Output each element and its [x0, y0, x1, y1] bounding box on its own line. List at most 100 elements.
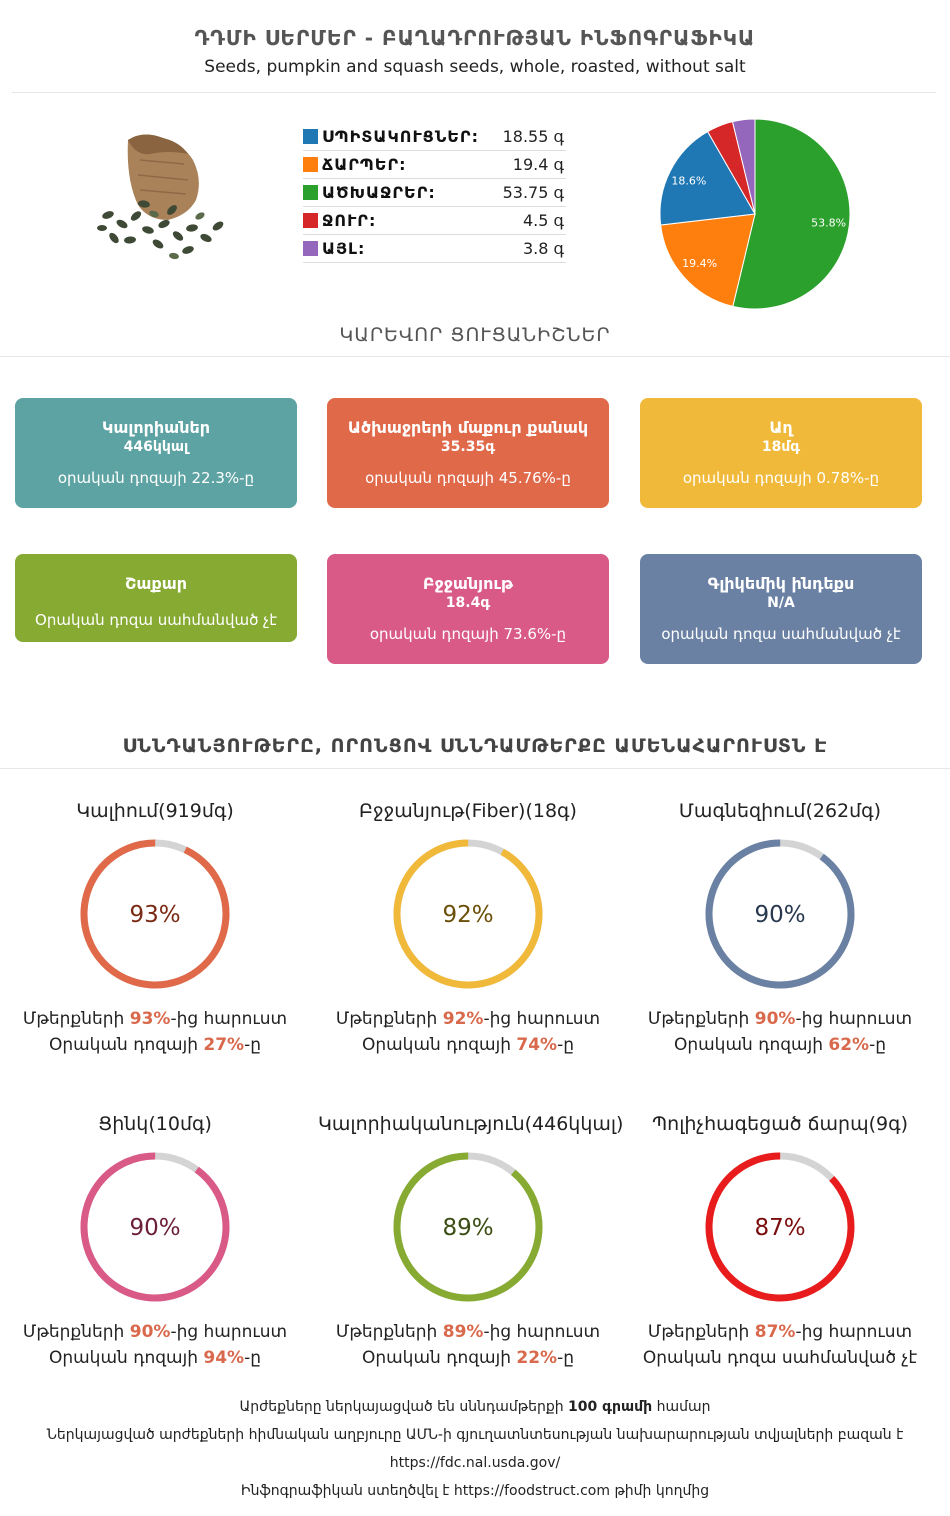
legend-swatch [303, 157, 318, 172]
rank-text: Մթերքների [647, 1322, 755, 1342]
nutrient-ring-block: Կալիում(919մգ) 93% Մթերքների 93%-ից հարուս… [5, 800, 305, 1058]
composition-label: ՋՈՒՐ: [322, 211, 377, 230]
footer-text: համար [652, 1399, 711, 1415]
divider [12, 92, 936, 93]
legend-swatch [303, 185, 318, 200]
composition-label: ՃԱՐՊԵՐ: [322, 155, 407, 174]
composition-row: ՍՊԻՏԱԿՈՒՑՆԵՐ: 18.55 գ [303, 123, 566, 151]
rank-text: -ից հարուստ [483, 1322, 601, 1342]
composition-label: ՍՊԻՏԱԿՈՒՑՆԵՐ: [322, 127, 479, 146]
nutrient-desc: Մթերքների 92%-ից հարուստ Օրական դոզայի 74… [318, 1006, 618, 1058]
rank-highlight: 89% [442, 1322, 484, 1342]
daily-highlight: 94% [203, 1348, 245, 1368]
daily-text: Օրական դոզա սահմանված չէ [642, 1348, 918, 1368]
nutrient-title: Բջջանյութ(Fiber)(18գ) [359, 800, 577, 822]
stat-card-title: Բջջանյութ [422, 574, 514, 593]
pie-slice-label: 19.4% [682, 257, 717, 270]
stat-card: Ածխաջրերի մաքուր քանակ 35.35գ օրական դոզայ… [327, 398, 609, 508]
daily-text: -ը [557, 1035, 575, 1055]
daily-text: -ը [244, 1035, 262, 1055]
daily-text: Օրական դոզայի [48, 1035, 204, 1055]
daily-highlight: 22% [516, 1348, 558, 1368]
composition-value: 19.4 գ [512, 155, 564, 174]
rank-text: -ից հարուստ [795, 1322, 913, 1342]
nutrient-daily-line: Օրական դոզա սահմանված չէ [630, 1345, 930, 1371]
rank-text: Մթերքների [22, 1322, 130, 1342]
foodstruct-link[interactable]: https://foodstruct.com [453, 1483, 610, 1499]
rank-text: Մթերքների [647, 1009, 755, 1029]
nutrient-ring-block: Մագնեզիում(262մգ) 90% Մթերքների 90%-ից հար… [630, 800, 930, 1058]
nutrient-desc: Մթերքների 89%-ից հարուստ Օրական դոզայի 22… [318, 1319, 618, 1371]
stat-card: Բջջանյութ 18.4գ օրական դոզայի 73.6%-ը [327, 554, 609, 664]
daily-highlight: 62% [828, 1035, 870, 1055]
nutrient-desc: Մթերքների 93%-ից հարուստ Օրական դոզայի 27… [5, 1006, 305, 1058]
pie-slice-label: 18.6% [671, 175, 706, 188]
page-subtitle: Seeds, pumpkin and squash seeds, whole, … [204, 57, 746, 77]
nutrient-ring-block: Պոլիչհագեցած ճարպ(9գ) 87% Մթերքների 87%-ից… [630, 1113, 930, 1371]
pie-slice [731, 118, 756, 215]
composition-row: ՋՈՒՐ: 4.5 գ [303, 207, 566, 235]
daily-text: Օրական դոզայի [48, 1348, 204, 1368]
pie-slice [659, 130, 756, 226]
rank-highlight: 90% [754, 1009, 796, 1029]
composition-row: ՃԱՐՊԵՐ: 19.4 գ [303, 151, 566, 179]
daily-text: Օրական դոզայի [361, 1035, 517, 1055]
pie-svg: 53.8% 19.4% 18.6% [659, 118, 851, 310]
stat-card-desc: օրական դոզայի 73.6%-ը [369, 625, 567, 643]
rank-highlight: 92% [442, 1009, 484, 1029]
nutrient-title: Մագնեզիում(262մգ) [678, 800, 882, 822]
stat-card-desc: օրական դոզայի 0.78%-ը [682, 469, 880, 487]
nutrient-rank-line: Մթերքների 92%-ից հարուստ [318, 1006, 618, 1032]
page-title: ԴԴՄԻ ՍԵՐՄԵՐ - ԲԱՂԱԴՐՈՒԹՅԱՆ ԻՆՖՈԳՐԱՖԻԿԱ [194, 26, 756, 50]
nutrient-ring: 89% [393, 1152, 543, 1302]
usda-link[interactable]: https://fdc.nal.usda.gov/ [389, 1455, 561, 1471]
stat-card-desc: օրական դոզա սահմանված չէ [661, 625, 901, 643]
stat-card: Աղ 18մգ օրական դոզայի 0.78%-ը [640, 398, 922, 508]
rank-highlight: 87% [754, 1322, 796, 1342]
rank-text: Մթերքների [335, 1009, 443, 1029]
stat-card: Գլիկեմիկ ինդեքս N/A օրական դոզա սահմանված … [640, 554, 922, 664]
rank-text: -ից հարուստ [170, 1322, 288, 1342]
pumpkin-seeds-sack-image [97, 134, 224, 260]
footer-text: Ինֆոգրաֆիկան ստեղծվել է [240, 1483, 454, 1499]
ring-percent-label: 87% [754, 1215, 805, 1241]
stat-card-value: 35.35գ [440, 439, 496, 455]
nutrient-ring: 93% [80, 839, 230, 989]
rank-text: -ից հարուստ [483, 1009, 601, 1029]
stat-card: Կալորիաներ 446կկալ օրական դոզայի 22.3%-ը [15, 398, 297, 508]
stat-card-title: Շաքար [124, 574, 187, 593]
legend-swatch [303, 213, 318, 228]
stat-card-title: Գլիկեմիկ ինդեքս [707, 574, 855, 593]
nutrient-daily-line: Օրական դոզայի 27%-ը [5, 1032, 305, 1058]
rank-text: -ից հարուստ [170, 1009, 288, 1029]
nutrient-title: Կալորիականություն(446կկալ) [318, 1113, 624, 1135]
nutrient-title: Կալիում(919մգ) [76, 800, 234, 822]
composition-value: 18.55 գ [502, 127, 564, 146]
composition-value: 3.8 գ [522, 239, 564, 258]
ring-percent-label: 90% [754, 902, 805, 928]
nutrient-desc: Մթերքների 90%-ից հարուստ Օրական դոզայի 94… [5, 1319, 305, 1371]
ring-percent-label: 90% [129, 1215, 180, 1241]
composition-row: ԱՅԼ: 3.8 գ [303, 235, 566, 263]
daily-text: -ը [244, 1348, 262, 1368]
ring-percent-label: 89% [442, 1215, 493, 1241]
legend-swatch [303, 241, 318, 256]
nutrient-daily-line: Օրական դոզայի 22%-ը [318, 1345, 618, 1371]
composition-value: 53.75 գ [502, 183, 564, 202]
ring-percent-label: 93% [129, 902, 180, 928]
ring-percent-label: 92% [442, 902, 493, 928]
nutrient-ring: 87% [705, 1152, 855, 1302]
stat-card-value: 18.4գ [445, 595, 491, 611]
nutrient-title: Պոլիչհագեցած ճարպ(9գ) [651, 1113, 909, 1135]
stat-card-value: N/A [767, 595, 795, 611]
rank-text: -ից հարուստ [795, 1009, 913, 1029]
ring-progress [80, 1152, 230, 1302]
nutrient-ring-block: Կալորիականություն(446կկալ) 89% Մթերքների 8… [318, 1113, 624, 1371]
rank-highlight: 93% [129, 1009, 171, 1029]
daily-text: Օրական դոզայի [361, 1348, 517, 1368]
composition-label: ԱՅԼ: [322, 239, 366, 258]
composition-row: ԱԾԽԱՋՐԵՐ: 53.75 գ [303, 179, 566, 207]
nutrient-rank-line: Մթերքների 93%-ից հարուստ [5, 1006, 305, 1032]
nutrient-daily-line: Օրական դոզայի 74%-ը [318, 1032, 618, 1058]
nutrient-rank-line: Մթերքների 90%-ից հարուստ [630, 1006, 930, 1032]
